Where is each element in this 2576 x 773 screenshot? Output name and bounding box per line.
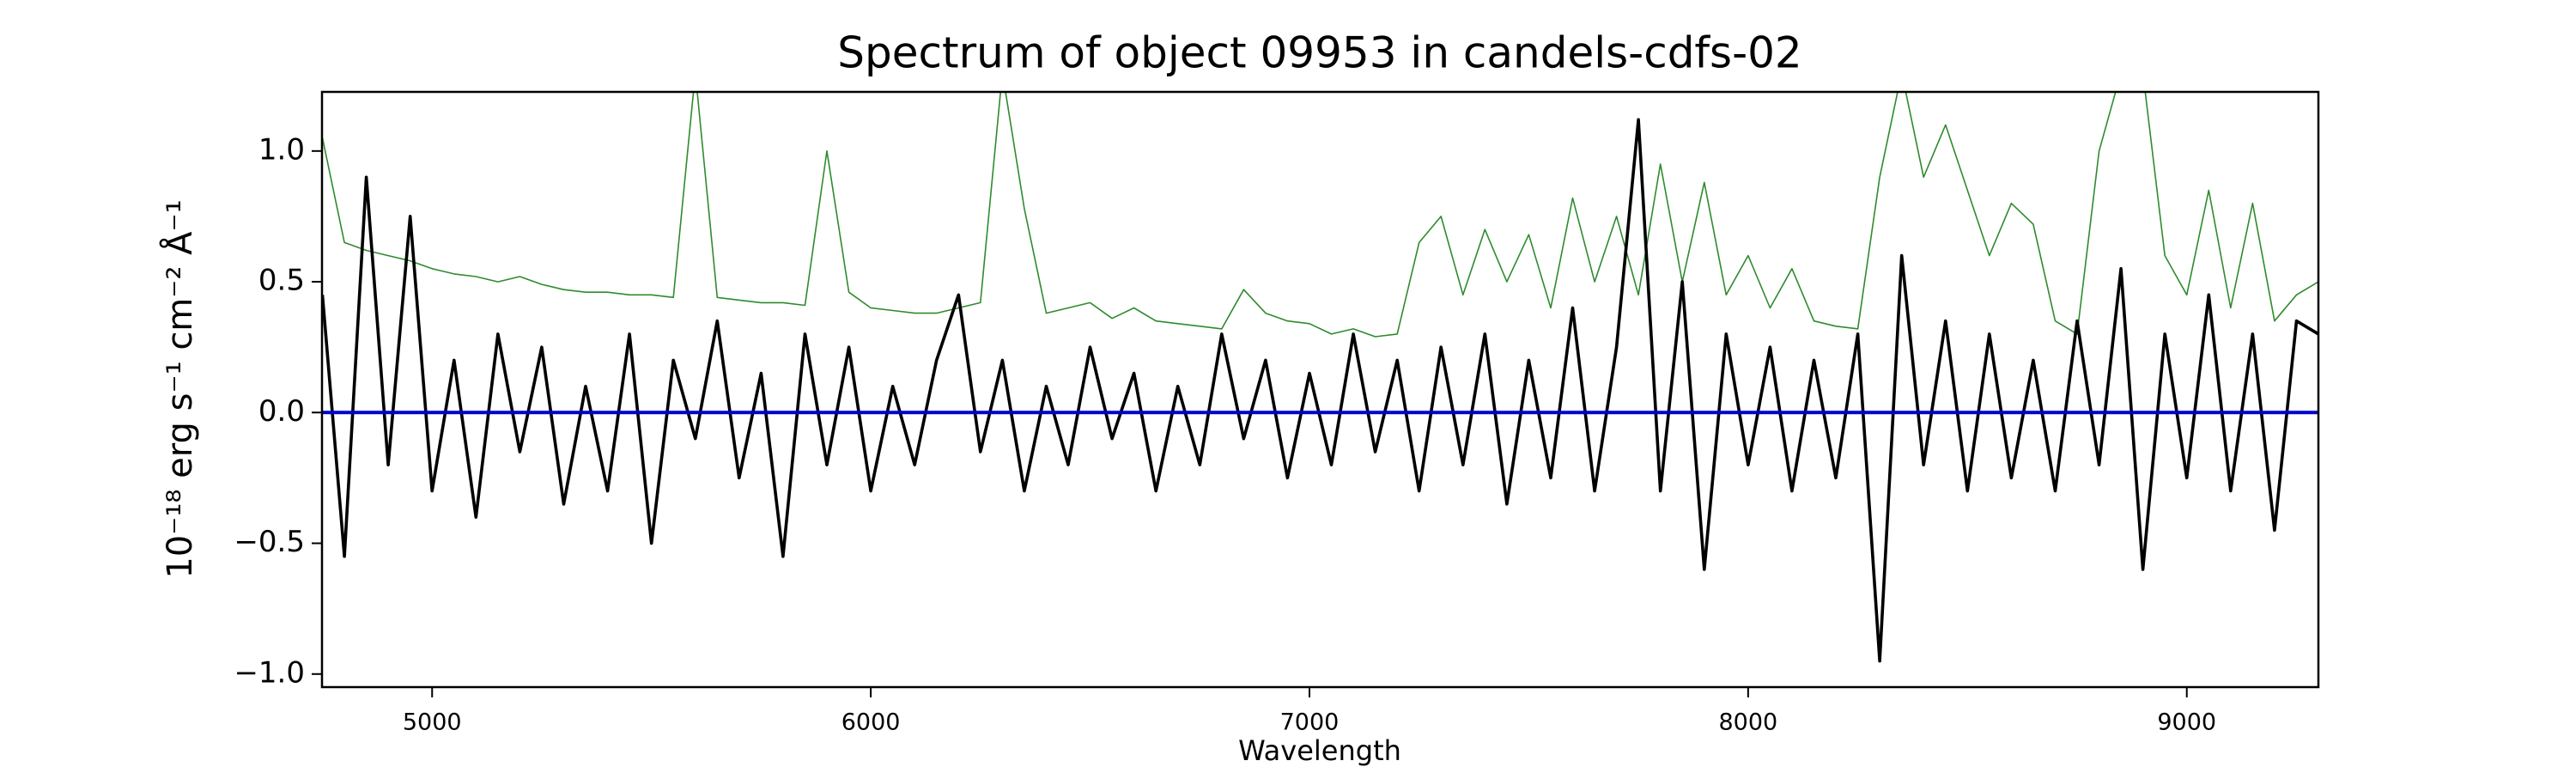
y-tick-label: 1.0	[258, 132, 305, 167]
x-tick-label: 9000	[2157, 709, 2216, 736]
plot-area	[322, 92, 2318, 663]
x-tick-label: 6000	[841, 709, 901, 736]
x-tick-label: 7000	[1280, 709, 1340, 736]
y-tick-label: 0.0	[258, 394, 305, 429]
axes-frame	[320, 90, 2320, 689]
y-tick-label: −1.0	[234, 655, 305, 690]
chart-title: Spectrum of object 09953 in candels-cdfs…	[837, 28, 1802, 78]
y-tick-label: −0.5	[234, 525, 305, 559]
x-tick-label: 5000	[403, 709, 462, 736]
y-tick-label: 0.5	[258, 264, 305, 298]
spectrum-line	[322, 118, 2318, 663]
spectrum-line	[322, 92, 2318, 338]
x-tick-label: 8000	[1719, 709, 1778, 736]
y-axis-label: 10⁻¹⁸ erg s⁻¹ cm⁻² Å⁻¹	[159, 199, 200, 578]
x-axis-label: Wavelength	[1238, 734, 1401, 767]
